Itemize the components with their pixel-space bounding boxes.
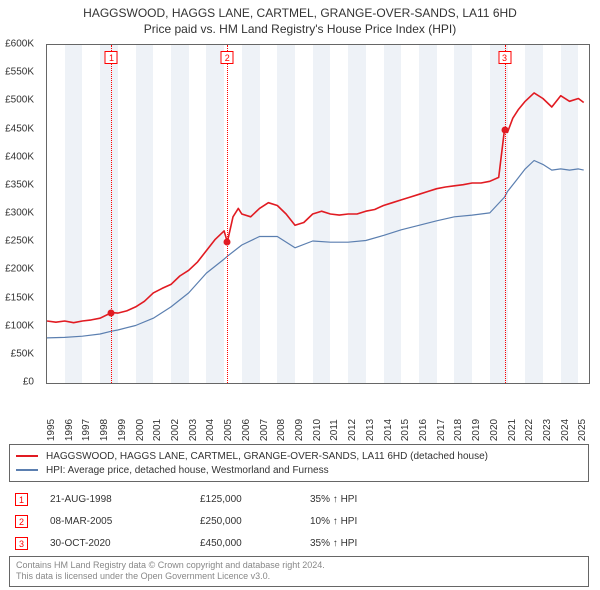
- x-tick-label: 2014: [383, 419, 394, 441]
- event-diff: 35% ↑ HPI: [310, 494, 357, 505]
- event-row: 2 08-MAR-2005 £250,000 10% ↑ HPI: [15, 510, 583, 532]
- x-tick-label: 2000: [135, 419, 146, 441]
- y-tick-label: £350K: [5, 179, 34, 190]
- attribution-line-1: Contains HM Land Registry data © Crown c…: [16, 560, 582, 571]
- x-tick-label: 1996: [64, 419, 75, 441]
- y-tick-label: £50K: [11, 348, 34, 359]
- y-tick-label: £300K: [5, 208, 34, 219]
- x-tick-label: 2015: [400, 419, 411, 441]
- event-diff: 10% ↑ HPI: [310, 516, 357, 527]
- x-tick-label: 2012: [347, 419, 358, 441]
- x-tick-label: 2002: [170, 419, 181, 441]
- event-price: £450,000: [200, 538, 310, 549]
- x-tick-label: 2008: [276, 419, 287, 441]
- x-tick-label: 2021: [507, 419, 518, 441]
- y-tick-label: £450K: [5, 123, 34, 134]
- event-row: 1 21-AUG-1998 £125,000 35% ↑ HPI: [15, 488, 583, 510]
- x-tick-label: 2004: [205, 419, 216, 441]
- y-tick-label: £100K: [5, 320, 34, 331]
- chart-title: HAGGSWOOD, HAGGS LANE, CARTMEL, GRANGE-O…: [0, 0, 600, 37]
- x-tick-label: 2025: [577, 419, 588, 441]
- x-tick-label: 2011: [329, 419, 340, 441]
- x-tick-label: 2020: [489, 419, 500, 441]
- event-date: 30-OCT-2020: [50, 538, 200, 549]
- x-tick-label: 1999: [117, 419, 128, 441]
- legend-swatch-hpi: [16, 469, 38, 471]
- event-vline: [505, 45, 506, 383]
- legend-item-hpi: HPI: Average price, detached house, West…: [16, 463, 582, 477]
- legend-item-property: HAGGSWOOD, HAGGS LANE, CARTMEL, GRANGE-O…: [16, 449, 582, 463]
- y-tick-label: £0: [23, 377, 34, 388]
- legend: HAGGSWOOD, HAGGS LANE, CARTMEL, GRANGE-O…: [9, 444, 589, 482]
- line-layer: [47, 45, 589, 383]
- event-vline: [227, 45, 228, 383]
- x-tick-label: 2006: [241, 419, 252, 441]
- x-tick-label: 2009: [294, 419, 305, 441]
- chart-area: 123 £0£50K£100K£150K£200K£250K£300K£350K…: [46, 44, 590, 404]
- event-date: 08-MAR-2005: [50, 516, 200, 527]
- x-tick-label: 2013: [365, 419, 376, 441]
- y-tick-label: £500K: [5, 95, 34, 106]
- event-vline: [111, 45, 112, 383]
- y-tick-label: £550K: [5, 67, 34, 78]
- x-tick-label: 2018: [453, 419, 464, 441]
- event-dot: [224, 239, 231, 246]
- attribution-line-2: This data is licensed under the Open Gov…: [16, 571, 582, 582]
- title-line-2: Price paid vs. HM Land Registry's House …: [0, 22, 600, 38]
- x-tick-label: 2003: [188, 419, 199, 441]
- plot-region: 1 2 3: [46, 44, 590, 384]
- event-marker-icon: 1: [105, 51, 118, 64]
- event-price: £250,000: [200, 516, 310, 527]
- event-marker-icon: 3: [15, 537, 28, 550]
- event-dot: [108, 309, 115, 316]
- x-tick-label: 2023: [542, 419, 553, 441]
- attribution: Contains HM Land Registry data © Crown c…: [9, 556, 589, 587]
- y-tick-label: £250K: [5, 236, 34, 247]
- x-tick-label: 2017: [436, 419, 447, 441]
- y-tick-label: £150K: [5, 292, 34, 303]
- event-marker-icon: 2: [15, 515, 28, 528]
- legend-swatch-property: [16, 455, 38, 457]
- event-marker-icon: 2: [221, 51, 234, 64]
- y-tick-label: £400K: [5, 151, 34, 162]
- legend-label-property: HAGGSWOOD, HAGGS LANE, CARTMEL, GRANGE-O…: [46, 451, 488, 462]
- event-table: 1 21-AUG-1998 £125,000 35% ↑ HPI 2 08-MA…: [9, 486, 589, 556]
- event-diff: 35% ↑ HPI: [310, 538, 357, 549]
- x-tick-label: 2022: [524, 419, 535, 441]
- x-tick-label: 2016: [418, 419, 429, 441]
- x-tick-label: 1997: [81, 419, 92, 441]
- x-tick-label: 2001: [152, 419, 163, 441]
- x-tick-label: 2019: [471, 419, 482, 441]
- event-date: 21-AUG-1998: [50, 494, 200, 505]
- x-tick-label: 2010: [312, 419, 323, 441]
- x-tick-label: 2007: [259, 419, 270, 441]
- x-tick-label: 2024: [560, 419, 571, 441]
- title-line-1: HAGGSWOOD, HAGGS LANE, CARTMEL, GRANGE-O…: [0, 6, 600, 22]
- x-tick-label: 1995: [46, 419, 57, 441]
- y-tick-label: £200K: [5, 264, 34, 275]
- y-tick-label: £600K: [5, 39, 34, 50]
- event-price: £125,000: [200, 494, 310, 505]
- legend-label-hpi: HPI: Average price, detached house, West…: [46, 465, 329, 476]
- x-tick-label: 2005: [223, 419, 234, 441]
- event-row: 3 30-OCT-2020 £450,000 35% ↑ HPI: [15, 532, 583, 554]
- event-dot: [501, 126, 508, 133]
- x-tick-label: 1998: [99, 419, 110, 441]
- event-marker-icon: 3: [498, 51, 511, 64]
- event-marker-icon: 1: [15, 493, 28, 506]
